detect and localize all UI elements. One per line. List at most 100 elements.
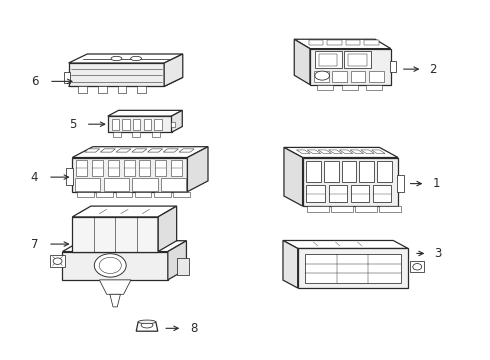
Polygon shape: [339, 150, 353, 153]
Polygon shape: [69, 77, 183, 86]
Bar: [359, 161, 374, 182]
Ellipse shape: [131, 57, 142, 61]
Polygon shape: [116, 149, 131, 152]
Bar: [123, 160, 135, 176]
Bar: [154, 192, 171, 197]
Bar: [77, 192, 94, 197]
Polygon shape: [310, 49, 391, 85]
Ellipse shape: [315, 71, 330, 80]
Polygon shape: [69, 63, 164, 86]
Polygon shape: [294, 39, 391, 49]
Polygon shape: [63, 241, 186, 252]
Bar: [377, 161, 392, 182]
Bar: [154, 119, 162, 130]
Bar: [75, 178, 100, 191]
Bar: [173, 192, 190, 197]
Ellipse shape: [141, 322, 153, 328]
Polygon shape: [110, 294, 121, 307]
Polygon shape: [108, 110, 182, 116]
Bar: [318, 85, 333, 90]
Polygon shape: [172, 110, 182, 132]
Ellipse shape: [99, 257, 121, 274]
Bar: [332, 71, 347, 82]
Bar: [365, 40, 379, 45]
Bar: [161, 178, 186, 191]
Bar: [327, 40, 342, 45]
Polygon shape: [158, 206, 176, 252]
Text: 6: 6: [31, 75, 39, 88]
Polygon shape: [85, 149, 99, 152]
Bar: [132, 178, 158, 191]
Bar: [390, 61, 395, 72]
Bar: [315, 51, 342, 68]
Bar: [144, 119, 151, 130]
Polygon shape: [136, 322, 158, 331]
Bar: [372, 185, 391, 202]
Bar: [67, 168, 73, 185]
Bar: [379, 206, 400, 211]
Polygon shape: [164, 54, 183, 86]
Bar: [112, 119, 119, 130]
Bar: [152, 132, 160, 136]
Bar: [171, 160, 182, 176]
Bar: [50, 255, 65, 267]
Bar: [355, 206, 377, 211]
Bar: [331, 206, 353, 211]
Polygon shape: [350, 150, 364, 153]
Bar: [135, 192, 151, 197]
Bar: [318, 54, 337, 66]
Polygon shape: [284, 148, 398, 158]
Polygon shape: [329, 150, 342, 153]
Bar: [309, 40, 323, 45]
Bar: [410, 261, 424, 272]
Text: 8: 8: [190, 322, 197, 335]
Polygon shape: [283, 240, 297, 288]
Bar: [171, 122, 175, 127]
Bar: [346, 40, 361, 45]
Polygon shape: [69, 54, 183, 63]
Ellipse shape: [413, 264, 421, 270]
Bar: [305, 254, 401, 283]
Bar: [137, 86, 146, 93]
Polygon shape: [108, 116, 172, 132]
Text: 2: 2: [429, 63, 437, 76]
Bar: [342, 161, 356, 182]
Bar: [350, 71, 365, 82]
Polygon shape: [132, 149, 147, 152]
Polygon shape: [168, 241, 186, 280]
Bar: [122, 119, 130, 130]
Bar: [108, 160, 119, 176]
Bar: [350, 185, 368, 202]
Ellipse shape: [94, 254, 126, 277]
Text: 5: 5: [69, 118, 76, 131]
Bar: [155, 160, 166, 176]
Bar: [133, 119, 140, 130]
Text: 1: 1: [432, 177, 440, 190]
Bar: [307, 185, 324, 202]
Bar: [348, 54, 367, 66]
Bar: [139, 160, 150, 176]
Polygon shape: [284, 148, 302, 206]
Polygon shape: [296, 150, 310, 153]
Bar: [132, 132, 140, 136]
Text: 3: 3: [434, 247, 442, 260]
Bar: [307, 161, 321, 182]
Polygon shape: [73, 158, 187, 192]
Bar: [328, 185, 346, 202]
Polygon shape: [307, 150, 321, 153]
Ellipse shape: [138, 320, 156, 324]
Polygon shape: [177, 258, 190, 274]
Text: 4: 4: [30, 171, 38, 184]
Polygon shape: [361, 150, 374, 153]
Polygon shape: [297, 248, 408, 288]
Polygon shape: [187, 147, 208, 192]
Polygon shape: [99, 280, 131, 294]
Bar: [342, 85, 358, 90]
Bar: [308, 206, 329, 211]
Bar: [116, 192, 132, 197]
Bar: [344, 51, 371, 68]
Bar: [97, 192, 113, 197]
Bar: [366, 85, 382, 90]
Polygon shape: [302, 158, 398, 206]
Polygon shape: [73, 206, 176, 217]
